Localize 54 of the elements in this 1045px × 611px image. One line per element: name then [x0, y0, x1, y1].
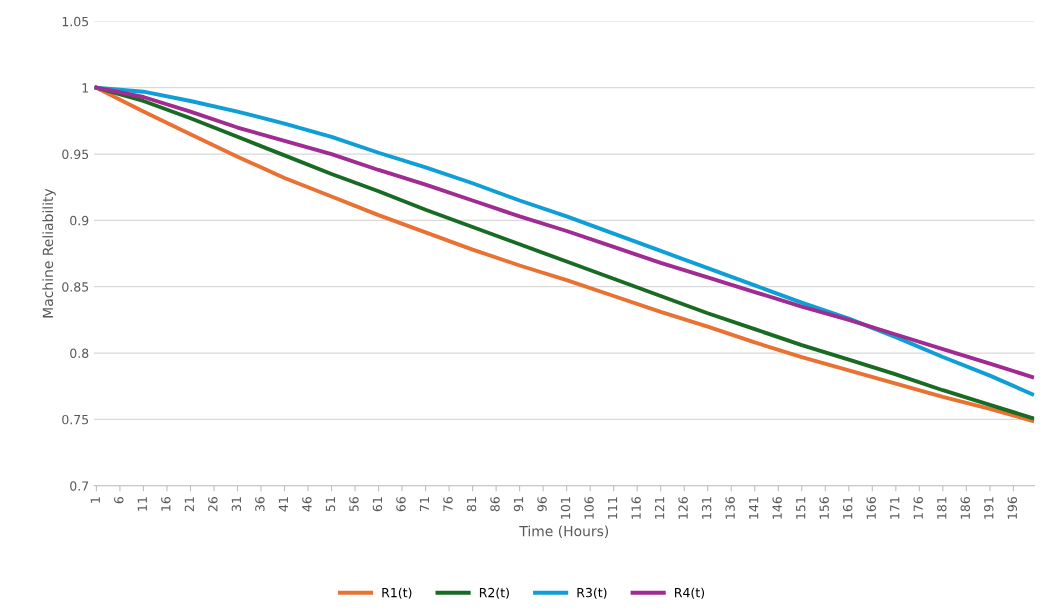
y-tick-label: 0.95 [62, 149, 89, 159]
x-tick-label: 141 [749, 497, 759, 519]
x-tick-label: 61 [372, 497, 383, 512]
y-tick-label: 1.05 [62, 16, 89, 27]
x-tick-label: 181 [937, 497, 947, 519]
y-tick-label: 0.75 [62, 414, 89, 425]
x-tick-label: 51 [325, 497, 336, 512]
x-tick-label: 166 [866, 496, 876, 519]
x-tick-label: 21 [184, 497, 194, 512]
x-tick-label: 191 [984, 497, 994, 519]
x-tick-label: 86 [490, 496, 500, 512]
x-tick-label: 96 [537, 496, 547, 512]
y-tick-label: 0.9 [70, 215, 89, 226]
x-tick-label: 151 [796, 497, 806, 519]
x-tick-label: 26 [208, 496, 218, 512]
x-tick-label: 46 [302, 496, 312, 512]
legend-label: R3(t) [577, 587, 607, 599]
x-tick-label: 196 [1007, 496, 1018, 519]
x-tick-label: 1 [90, 497, 100, 503]
x-tick-label: 11 [137, 497, 147, 511]
legend-label: R2(t) [479, 587, 509, 599]
x-tick-label: 116 [631, 496, 641, 519]
x-tick-label: 136 [725, 496, 735, 519]
x-tick-label: 66 [396, 496, 406, 512]
legend-label: R1(t) [382, 587, 412, 599]
y-tick-label: 1 [82, 83, 89, 93]
x-tick-label: 121 [654, 497, 665, 519]
x-tick-label: 31 [231, 497, 242, 512]
y-tick-label: 0.8 [70, 348, 89, 358]
x-tick-label: 81 [466, 497, 477, 512]
x-tick-label: 111 [608, 497, 618, 519]
x-tick-label: 131 [701, 497, 712, 519]
x-tick-label: 56 [349, 496, 359, 512]
y-axis-title: Machine Reliability [42, 188, 56, 318]
x-tick-label: 176 [913, 496, 923, 519]
x-tick-label: 16 [161, 496, 171, 511]
x-tick-label: 76 [443, 496, 453, 512]
x-tick-label: 6 [114, 496, 124, 504]
x-tick-label: 101 [560, 497, 571, 519]
y-tick-label: 0.7 [70, 481, 89, 491]
x-tick-label: 71 [419, 497, 430, 512]
x-axis-title: Time (Hours) [519, 525, 609, 538]
x-tick-label: 146 [772, 496, 782, 519]
x-tick-label: 91 [513, 497, 524, 512]
x-tick-label: 41 [278, 497, 288, 512]
x-tick-label: 106 [584, 496, 594, 519]
x-tick-label: 36 [255, 496, 265, 512]
y-tick-label: 0.85 [62, 282, 89, 292]
x-tick-label: 161 [842, 497, 853, 519]
x-tick-label: 126 [678, 496, 688, 519]
x-tick-label: 171 [890, 497, 900, 519]
x-tick-label: 156 [819, 496, 829, 519]
legend-label: R4(t) [675, 587, 705, 599]
x-tick-label: 186 [960, 496, 970, 519]
